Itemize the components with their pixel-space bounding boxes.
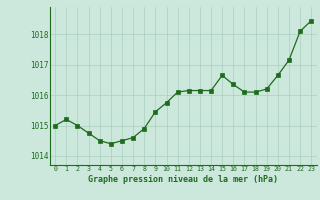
X-axis label: Graphe pression niveau de la mer (hPa): Graphe pression niveau de la mer (hPa) xyxy=(88,175,278,184)
